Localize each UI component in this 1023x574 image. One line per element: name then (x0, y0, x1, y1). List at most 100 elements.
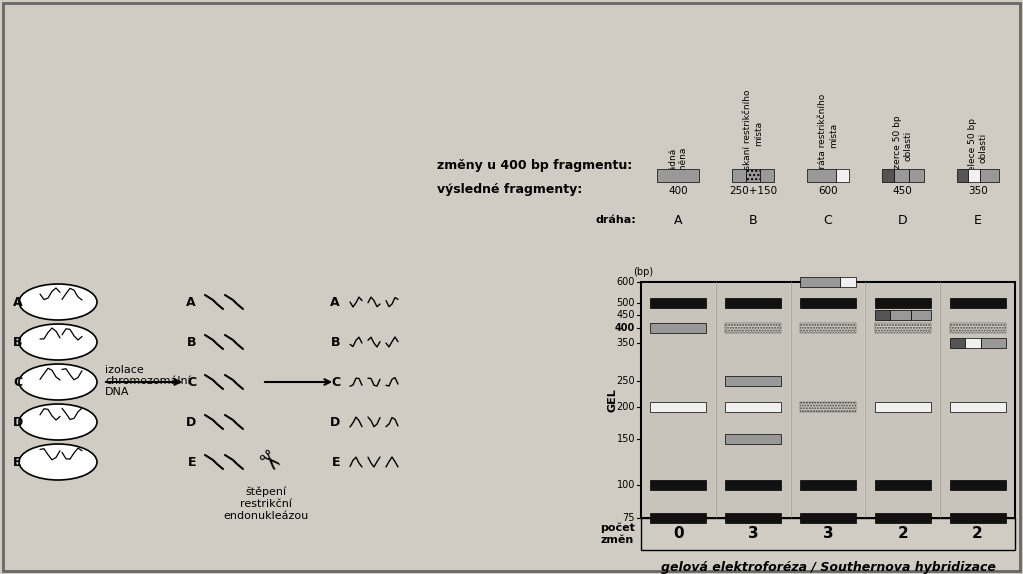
Bar (725, 435, 782, 444)
Bar (949, 338, 966, 348)
Text: gelová elektroforéza / Southernova hybridizace: gelová elektroforéza / Southernova hybri… (661, 561, 995, 574)
Bar (725, 298, 782, 308)
Bar (875, 402, 931, 412)
Bar (725, 402, 782, 412)
Bar (651, 323, 707, 333)
Bar (807, 169, 837, 182)
Bar (875, 480, 931, 490)
Bar (981, 338, 1006, 348)
Text: chromozomální: chromozomální (105, 376, 190, 386)
Bar (893, 169, 908, 182)
Text: dráha:: dráha: (595, 215, 636, 225)
Text: inzerce 50 bp
oblasti: inzerce 50 bp oblasti (893, 115, 913, 177)
Text: 350: 350 (968, 186, 987, 196)
Text: (bp): (bp) (633, 267, 653, 277)
Text: E: E (13, 456, 21, 468)
Text: C: C (824, 214, 833, 227)
Text: izolace: izolace (105, 365, 144, 375)
Text: B: B (749, 214, 757, 227)
Text: počet
změn: počet změn (601, 523, 635, 545)
Text: 600: 600 (617, 277, 635, 287)
Bar (949, 513, 1006, 523)
Bar (840, 277, 856, 287)
Text: 3: 3 (822, 526, 834, 541)
Text: 350: 350 (617, 338, 635, 348)
Bar (969, 169, 980, 182)
Text: 0: 0 (673, 526, 683, 541)
Text: 250: 250 (617, 377, 635, 386)
Bar (725, 377, 782, 386)
Text: E: E (974, 214, 981, 227)
Text: DNA: DNA (105, 387, 130, 397)
Text: A: A (330, 296, 340, 308)
Bar (658, 169, 700, 182)
Text: restrikční: restrikční (240, 499, 292, 509)
Text: ✂: ✂ (250, 444, 286, 480)
Bar (875, 513, 931, 523)
Bar (800, 277, 840, 287)
Text: 400: 400 (669, 186, 688, 196)
Bar (641, 282, 1015, 518)
Text: 150: 150 (617, 435, 635, 444)
Text: A: A (186, 296, 196, 308)
Text: štěpení: štěpení (246, 487, 286, 497)
Text: 500: 500 (617, 298, 635, 308)
Bar (651, 480, 707, 490)
Bar (882, 169, 893, 182)
Text: 100: 100 (617, 480, 635, 490)
Bar (980, 169, 998, 182)
Text: B: B (13, 335, 23, 348)
Bar (800, 298, 856, 308)
Text: 600: 600 (818, 186, 838, 196)
Text: 2: 2 (972, 526, 983, 541)
Bar (725, 513, 782, 523)
Text: žádná
změna: žádná změna (669, 146, 688, 177)
Bar (949, 298, 1006, 308)
Bar (725, 480, 782, 490)
Text: C: C (187, 375, 196, 389)
Bar (908, 169, 924, 182)
Text: 2: 2 (897, 526, 908, 541)
Bar (717, 283, 790, 517)
Bar (792, 283, 864, 517)
Bar (800, 480, 856, 490)
Bar (949, 480, 1006, 490)
Text: 250+150: 250+150 (729, 186, 777, 196)
Bar (949, 402, 1006, 412)
Text: D: D (186, 416, 196, 429)
Text: výsledné fragmenty:: výsledné fragmenty: (437, 184, 582, 196)
Bar (966, 338, 981, 348)
Text: D: D (13, 416, 24, 429)
Bar (837, 169, 849, 182)
Text: C: C (13, 375, 23, 389)
Bar (641, 518, 1015, 550)
Text: ztráta restrikčního
místa: ztráta restrikčního místa (818, 94, 838, 177)
Bar (875, 309, 890, 320)
Text: 450: 450 (893, 186, 913, 196)
Ellipse shape (19, 284, 97, 320)
Text: B: B (330, 335, 340, 348)
Text: delece 50 bp
oblasti: delece 50 bp oblasti (968, 118, 987, 177)
Text: 3: 3 (748, 526, 758, 541)
Text: 75: 75 (623, 513, 635, 523)
Bar (642, 283, 715, 517)
Text: C: C (330, 375, 340, 389)
Text: E: E (187, 456, 196, 468)
Bar (800, 402, 856, 412)
Bar (910, 309, 931, 320)
Ellipse shape (19, 324, 97, 360)
Bar (941, 283, 1014, 517)
Bar (651, 402, 707, 412)
Bar (866, 283, 939, 517)
Text: D: D (898, 214, 907, 227)
Text: změny u 400 bp fragmentu:: změny u 400 bp fragmentu: (437, 158, 632, 172)
Text: A: A (13, 296, 23, 308)
Bar (875, 323, 931, 333)
Text: B: B (186, 335, 196, 348)
Bar (875, 298, 931, 308)
Text: D: D (329, 416, 340, 429)
Ellipse shape (19, 444, 97, 480)
Text: E: E (331, 456, 340, 468)
Text: 200: 200 (617, 402, 635, 412)
Ellipse shape (19, 404, 97, 440)
